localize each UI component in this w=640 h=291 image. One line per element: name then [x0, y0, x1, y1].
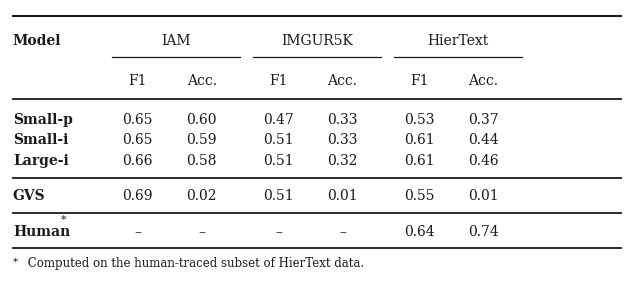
Text: F1: F1: [410, 74, 428, 88]
Text: 0.65: 0.65: [122, 133, 153, 147]
Text: 0.55: 0.55: [404, 189, 435, 203]
Text: Acc.: Acc.: [187, 74, 216, 88]
Text: F1: F1: [129, 74, 147, 88]
Text: *: *: [61, 215, 67, 225]
Text: 0.66: 0.66: [122, 154, 153, 168]
Text: 0.37: 0.37: [468, 113, 499, 127]
Text: 0.46: 0.46: [468, 154, 499, 168]
Text: Acc.: Acc.: [468, 74, 498, 88]
Text: 0.47: 0.47: [263, 113, 294, 127]
Text: 0.32: 0.32: [327, 154, 358, 168]
Text: 0.51: 0.51: [263, 189, 294, 203]
Text: 0.61: 0.61: [404, 154, 435, 168]
Text: 0.69: 0.69: [122, 189, 153, 203]
Text: Acc.: Acc.: [328, 74, 357, 88]
Text: 0.33: 0.33: [327, 113, 358, 127]
Text: 0.61: 0.61: [404, 133, 435, 147]
Text: 0.60: 0.60: [186, 113, 217, 127]
Text: 0.65: 0.65: [122, 113, 153, 127]
Text: 0.74: 0.74: [468, 225, 499, 239]
Text: F1: F1: [269, 74, 287, 88]
Text: HierText: HierText: [427, 33, 488, 47]
Text: –: –: [275, 225, 282, 239]
Text: Small-p: Small-p: [13, 113, 73, 127]
Text: 0.44: 0.44: [468, 133, 499, 147]
Text: Small-i: Small-i: [13, 133, 68, 147]
Text: 0.51: 0.51: [263, 154, 294, 168]
Text: 0.53: 0.53: [404, 113, 435, 127]
Text: Human: Human: [13, 225, 70, 239]
Text: *: *: [13, 258, 18, 266]
Text: 0.58: 0.58: [186, 154, 217, 168]
Text: 0.64: 0.64: [404, 225, 435, 239]
Text: 0.01: 0.01: [468, 189, 499, 203]
Text: GVS: GVS: [13, 189, 45, 203]
Text: Large-i: Large-i: [13, 154, 68, 168]
Text: 0.51: 0.51: [263, 133, 294, 147]
Text: –: –: [134, 225, 141, 239]
Text: 0.02: 0.02: [186, 189, 217, 203]
Text: –: –: [198, 225, 205, 239]
Text: Model: Model: [13, 33, 61, 47]
Text: –: –: [339, 225, 346, 239]
Text: IAM: IAM: [161, 33, 191, 47]
Text: 0.33: 0.33: [327, 133, 358, 147]
Text: IMGUR5K: IMGUR5K: [281, 33, 353, 47]
Text: 0.01: 0.01: [327, 189, 358, 203]
Text: 0.59: 0.59: [186, 133, 217, 147]
Text: Computed on the human-traced subset of HierText data.: Computed on the human-traced subset of H…: [24, 257, 364, 270]
